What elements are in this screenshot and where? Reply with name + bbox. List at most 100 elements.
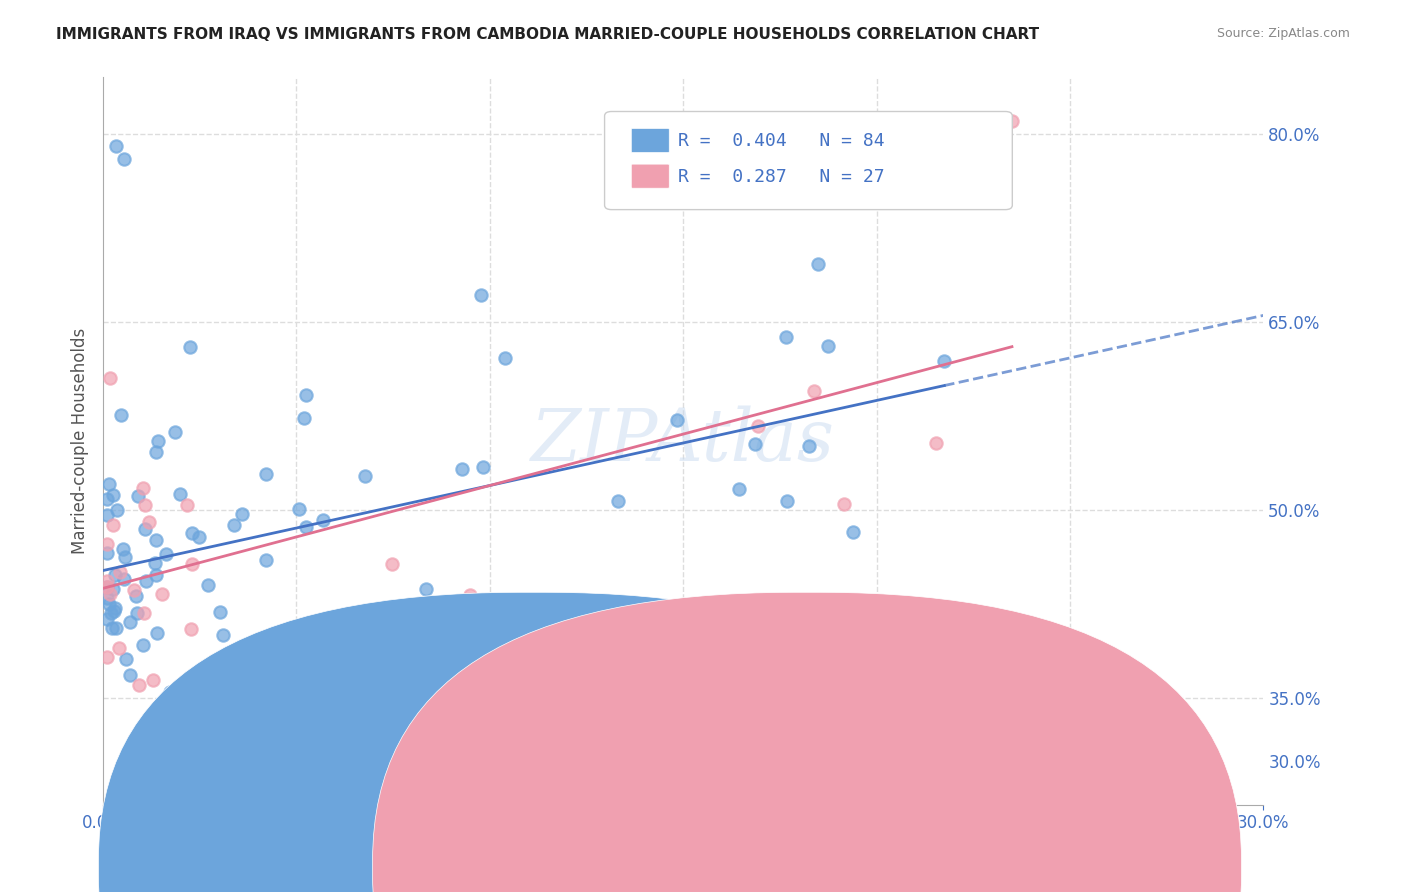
Point	[146, 434, 169, 449]
Point	[143, 556, 166, 570]
Point	[263, 670, 285, 684]
Point	[114, 549, 136, 564]
Point	[180, 557, 202, 571]
Text: Immigrants from Cambodia: Immigrants from Cambodia	[766, 855, 977, 870]
Point	[134, 498, 156, 512]
Point	[105, 621, 128, 635]
Point	[727, 482, 749, 496]
Point	[96, 650, 118, 665]
Point	[666, 413, 689, 427]
Point	[115, 652, 138, 666]
Point	[470, 288, 492, 302]
Point	[155, 547, 177, 561]
Point	[96, 580, 118, 594]
Point	[96, 574, 118, 589]
Point	[842, 524, 865, 539]
Point	[295, 388, 318, 402]
Point	[101, 622, 124, 636]
Point	[807, 257, 830, 271]
Point	[180, 622, 202, 636]
Point	[104, 567, 127, 582]
Point	[197, 577, 219, 591]
Point	[312, 512, 335, 526]
Point	[222, 517, 245, 532]
Point	[264, 662, 287, 676]
Point	[212, 628, 235, 642]
Point	[263, 642, 285, 657]
Point	[108, 565, 131, 579]
Point	[246, 644, 269, 658]
Point	[231, 507, 253, 521]
Point	[101, 518, 124, 533]
Point	[134, 522, 156, 536]
Point	[145, 445, 167, 459]
Point	[145, 567, 167, 582]
Point	[101, 488, 124, 502]
Point	[120, 668, 142, 682]
Point	[471, 459, 494, 474]
Point	[125, 607, 148, 621]
Point	[135, 741, 157, 756]
Point	[195, 779, 218, 793]
Point	[775, 330, 797, 344]
Point	[208, 605, 231, 619]
Point	[96, 591, 118, 606]
Point	[145, 533, 167, 547]
Point	[354, 468, 377, 483]
Point	[240, 642, 263, 657]
Point	[122, 582, 145, 597]
Point	[150, 587, 173, 601]
Point	[380, 558, 402, 572]
Point	[96, 508, 118, 522]
Y-axis label: Married-couple Households: Married-couple Households	[72, 328, 89, 554]
Point	[128, 678, 150, 692]
Point	[135, 574, 157, 588]
Point	[112, 541, 135, 556]
Point	[132, 639, 155, 653]
Point	[254, 553, 277, 567]
Point	[96, 612, 118, 626]
Text: Immigrants from Iraq: Immigrants from Iraq	[509, 855, 672, 870]
Point	[96, 537, 118, 551]
Point	[112, 152, 135, 166]
Point	[287, 501, 309, 516]
Text: Source: ZipAtlas.com: Source: ZipAtlas.com	[1216, 27, 1350, 40]
Point	[97, 476, 120, 491]
Point	[415, 582, 437, 596]
Point	[127, 489, 149, 503]
Point	[747, 418, 769, 433]
Point	[125, 589, 148, 603]
Point	[118, 615, 141, 630]
Point	[105, 502, 128, 516]
Point	[744, 437, 766, 451]
Point	[146, 625, 169, 640]
Point	[292, 411, 315, 425]
Point	[163, 425, 186, 439]
Point	[934, 354, 956, 368]
Point	[98, 597, 121, 611]
Point	[110, 408, 132, 422]
Point	[104, 139, 127, 153]
Point	[96, 545, 118, 559]
Text: R =  0.287   N = 27: R = 0.287 N = 27	[678, 168, 884, 186]
Point	[96, 581, 118, 595]
Point	[104, 601, 127, 615]
Point	[138, 735, 160, 749]
Point	[408, 619, 430, 633]
Point	[101, 582, 124, 596]
Point	[834, 497, 856, 511]
Point	[132, 606, 155, 620]
Point	[267, 638, 290, 652]
Point	[108, 640, 131, 655]
Text: IMMIGRANTS FROM IRAQ VS IMMIGRANTS FROM CAMBODIA MARRIED-COUPLE HOUSEHOLDS CORRE: IMMIGRANTS FROM IRAQ VS IMMIGRANTS FROM …	[56, 27, 1039, 42]
Point	[169, 487, 191, 501]
Point	[294, 520, 316, 534]
Point	[103, 604, 125, 618]
Point	[132, 481, 155, 495]
Point	[100, 607, 122, 621]
Text: R =  0.404   N = 84: R = 0.404 N = 84	[678, 132, 884, 150]
Point	[112, 572, 135, 586]
Point	[797, 440, 820, 454]
Point	[179, 340, 201, 354]
Point	[1001, 114, 1024, 128]
